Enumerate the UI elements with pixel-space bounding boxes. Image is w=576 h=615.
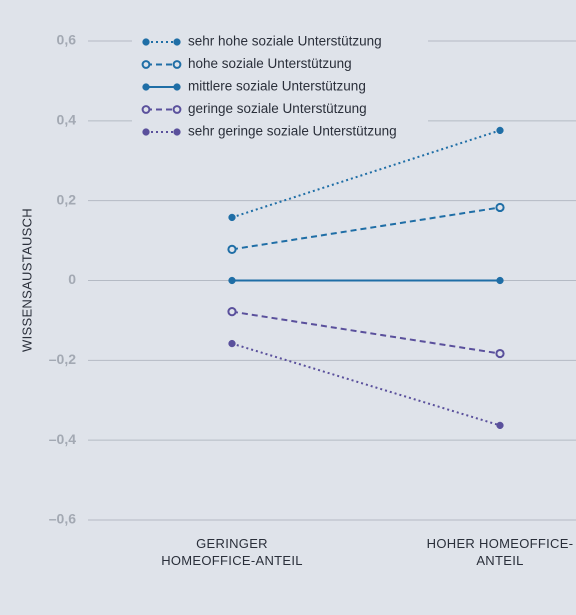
legend-marker (173, 38, 181, 46)
y-tick-label: 0,6 (57, 32, 77, 48)
x-tick-label: GERINGER HOMEOFFICE-ANTEIL (161, 536, 303, 568)
legend-marker (172, 105, 182, 114)
legend-label: sehr geringe soziale Unterstützung (188, 124, 397, 139)
legend-marker (173, 83, 181, 91)
point (495, 348, 505, 359)
point (496, 276, 504, 285)
legend-marker (142, 38, 150, 46)
legend-marker (141, 105, 151, 114)
series (228, 339, 504, 430)
point (496, 421, 504, 430)
x-tick-label: HOHER HOMEOFFICE-ANTEIL (426, 536, 574, 568)
legend-label: mittlere soziale Unterstützung (188, 79, 366, 94)
point (495, 202, 505, 213)
point (228, 213, 236, 222)
legend-marker (142, 128, 150, 136)
legend-label: geringe soziale Unterstützung (188, 101, 367, 116)
series (228, 276, 504, 285)
legend-marker (142, 83, 150, 91)
point (227, 307, 237, 317)
y-tick-label: 0,2 (57, 191, 77, 207)
legend-marker (173, 128, 181, 136)
point (496, 126, 504, 135)
series (227, 307, 505, 359)
series-line (231, 342, 501, 427)
point (228, 339, 236, 348)
series (227, 202, 505, 254)
legend-marker (141, 60, 151, 69)
y-tick-label: 0 (68, 271, 76, 287)
series-line (231, 310, 501, 355)
series (228, 126, 504, 222)
y-tick-label: –0,6 (49, 511, 76, 527)
y-axis-label: WISSENSAUSTAUSCH (19, 208, 34, 352)
series-line (231, 206, 501, 251)
legend-label: hohe soziale Unterstützung (188, 56, 352, 71)
legend-label: sehr hohe soziale Unterstützung (188, 34, 382, 49)
legend-background (132, 30, 428, 144)
y-tick-label: –0,2 (49, 351, 76, 367)
point (227, 244, 237, 254)
y-tick-label: 0,4 (57, 112, 77, 128)
y-tick-label: –0,4 (49, 431, 76, 447)
legend-marker (172, 60, 182, 69)
point (228, 276, 236, 285)
series-line (231, 129, 501, 219)
